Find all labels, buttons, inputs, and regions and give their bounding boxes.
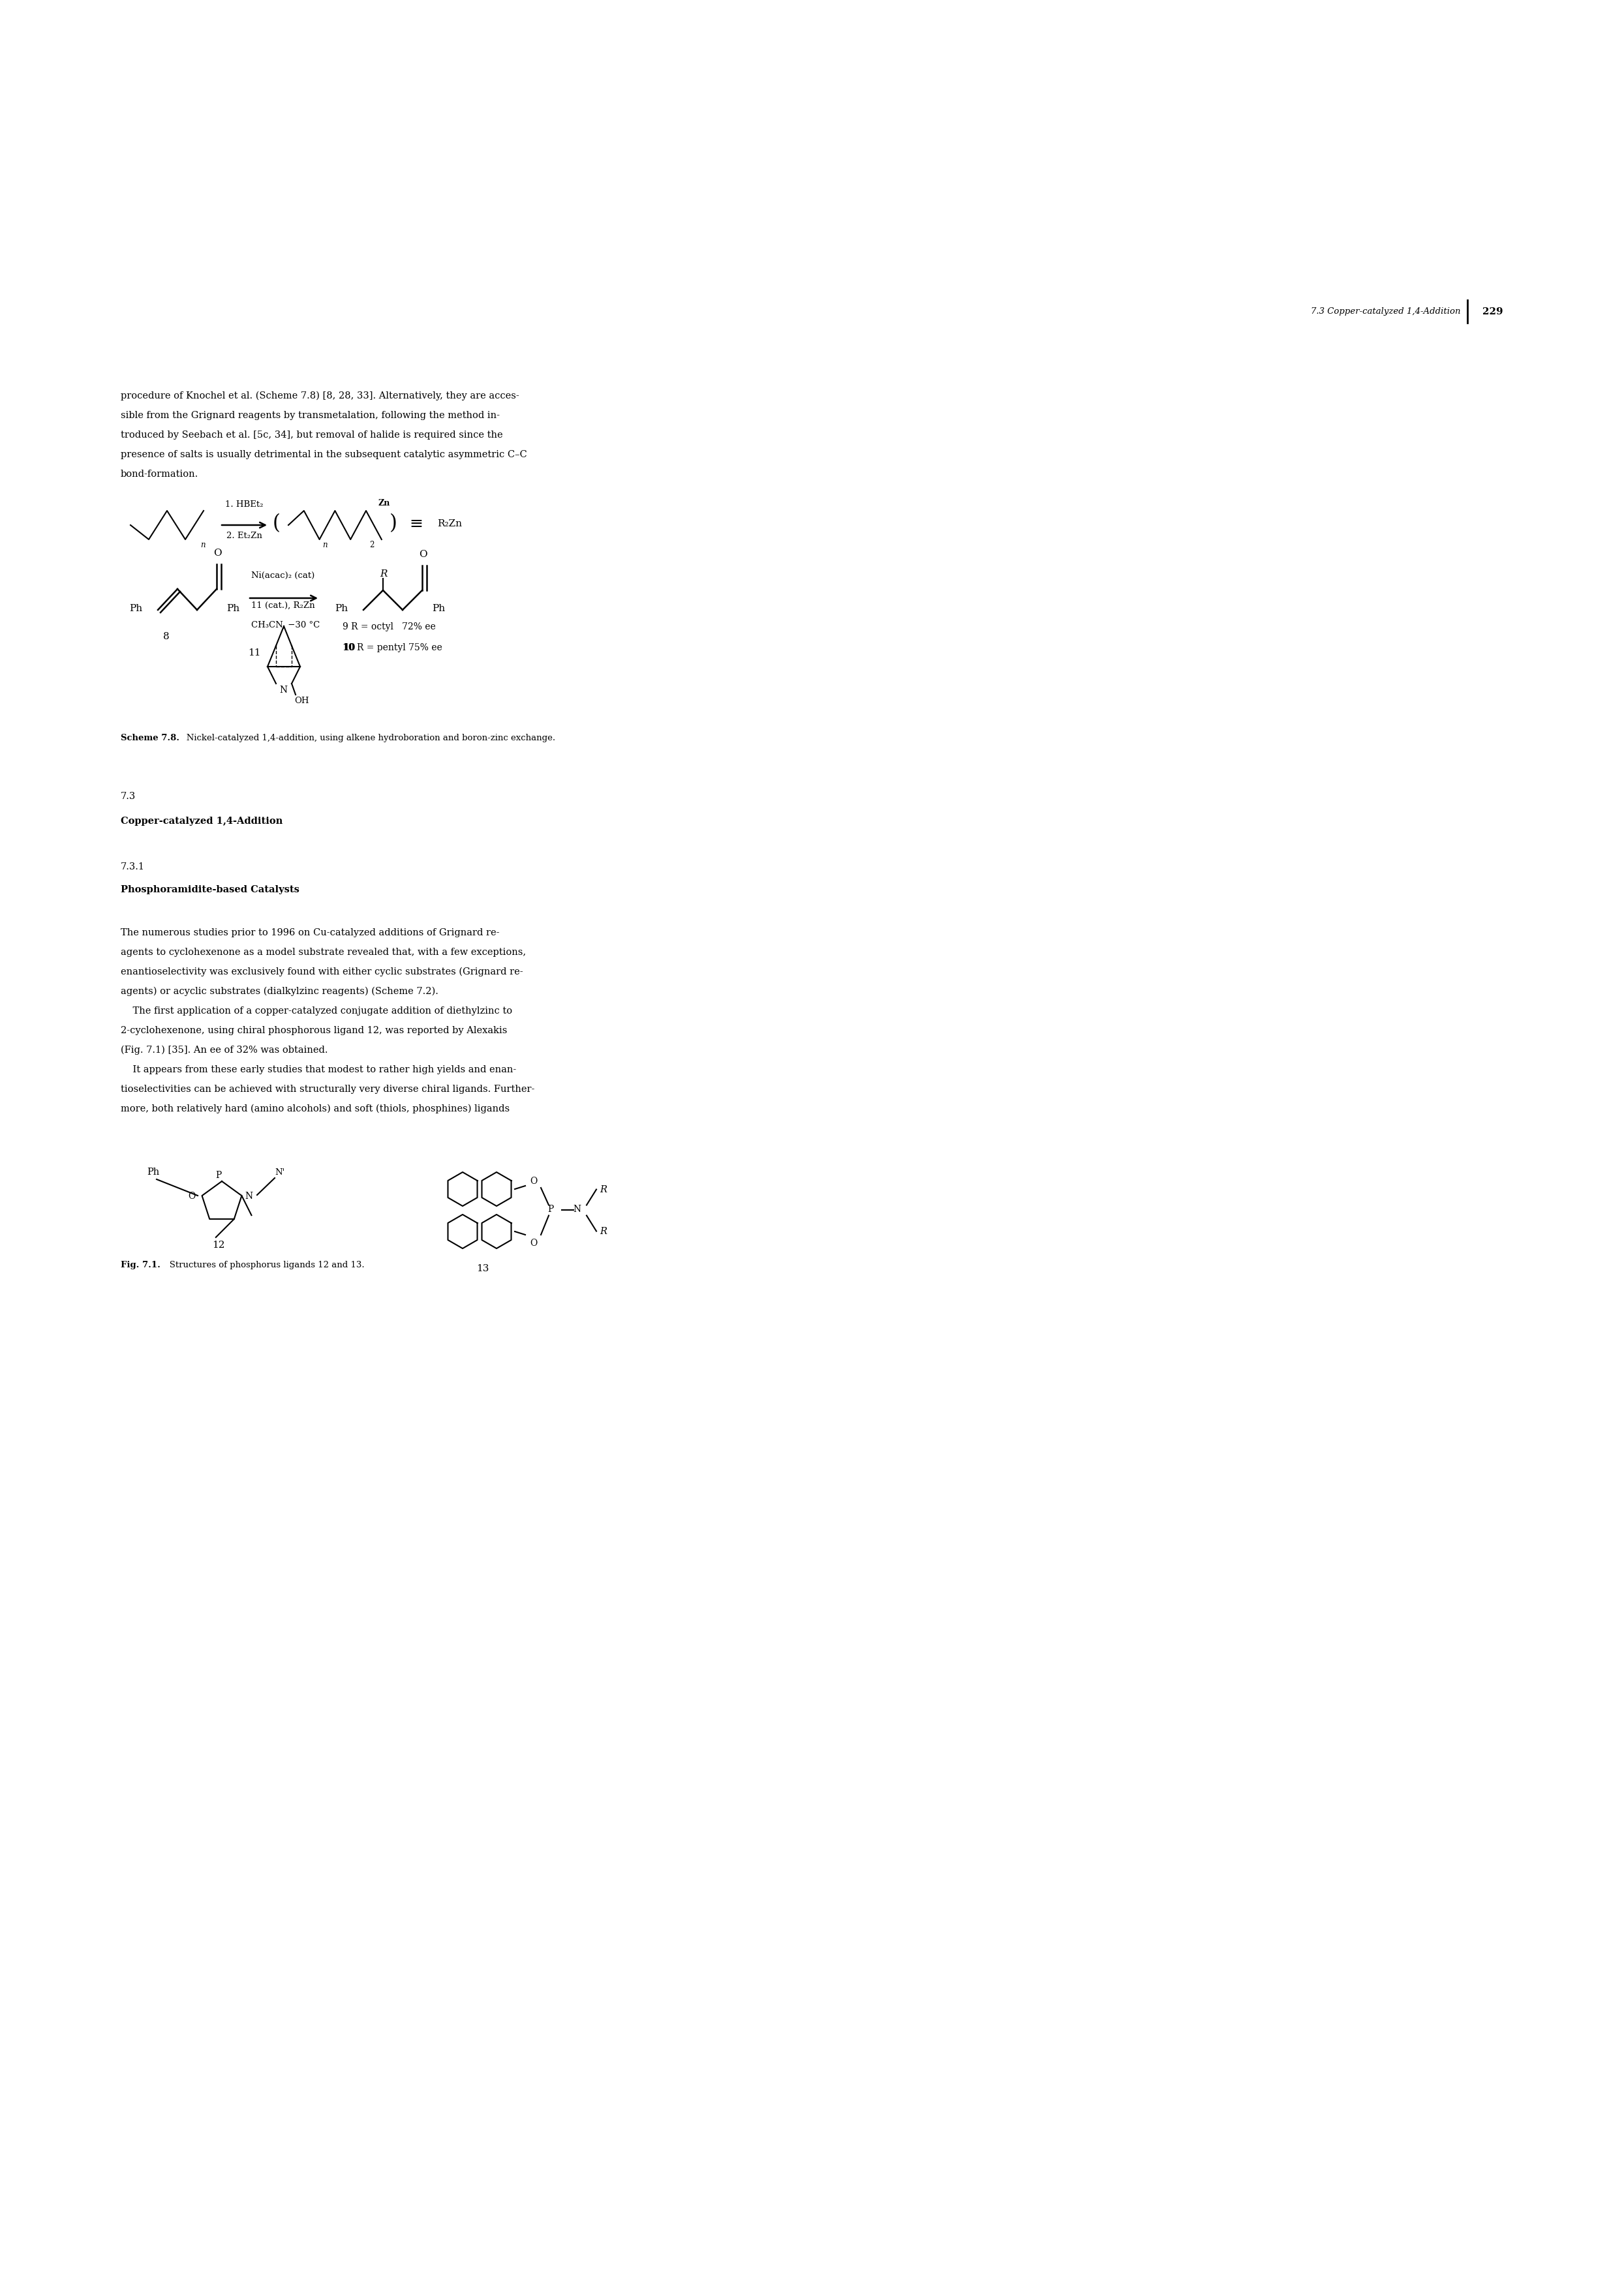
Text: Ph: Ph xyxy=(226,604,239,613)
Text: 7.3: 7.3 xyxy=(120,792,136,801)
Text: O: O xyxy=(419,549,427,558)
Text: 10 R = pentyl 75% ee: 10 R = pentyl 75% ee xyxy=(343,643,442,652)
Text: It appears from these early studies that modest to rather high yields and enan-: It appears from these early studies that… xyxy=(120,1065,516,1075)
Text: Ni(acac)₂ (cat): Ni(acac)₂ (cat) xyxy=(252,572,315,581)
Text: P: P xyxy=(547,1205,554,1215)
Text: procedure of Knochel et al. (Scheme 7.8) [8, 28, 33]. Alternatively, they are ac: procedure of Knochel et al. (Scheme 7.8)… xyxy=(120,390,520,402)
Text: 8: 8 xyxy=(164,631,169,641)
Text: 7.3.1: 7.3.1 xyxy=(120,863,145,872)
Text: Zn: Zn xyxy=(378,498,390,507)
Text: Ph: Ph xyxy=(130,604,143,613)
Text: 229: 229 xyxy=(1483,308,1504,317)
Text: (Fig. 7.1) [35]. An ee of 32% was obtained.: (Fig. 7.1) [35]. An ee of 32% was obtain… xyxy=(120,1045,328,1054)
Text: Ph: Ph xyxy=(335,604,348,613)
Text: Structures of phosphorus ligands 12 and 13.: Structures of phosphorus ligands 12 and … xyxy=(161,1261,364,1270)
Text: 7.3 Copper-catalyzed 1,4-Addition: 7.3 Copper-catalyzed 1,4-Addition xyxy=(1311,308,1462,317)
Text: R₂Zn: R₂Zn xyxy=(437,519,461,528)
Text: 2: 2 xyxy=(369,542,374,549)
Text: P: P xyxy=(216,1171,221,1180)
Text: R: R xyxy=(599,1226,607,1235)
Text: Fig. 7.1.: Fig. 7.1. xyxy=(120,1261,161,1270)
Text: N: N xyxy=(573,1205,581,1215)
Text: sible from the Grignard reagents by transmetalation, following the method in-: sible from the Grignard reagents by tran… xyxy=(120,411,500,420)
Text: CH₃CN, −30 °C: CH₃CN, −30 °C xyxy=(252,620,320,629)
Text: ): ) xyxy=(390,514,398,535)
Text: O: O xyxy=(213,549,221,558)
Text: 2. Et₂Zn: 2. Et₂Zn xyxy=(226,533,261,540)
Text: presence of salts is usually detrimental in the subsequent catalytic asymmetric : presence of salts is usually detrimental… xyxy=(120,450,528,459)
Text: tioselectivities can be achieved with structurally very diverse chiral ligands. : tioselectivities can be achieved with st… xyxy=(120,1084,534,1093)
Text: agents to cyclohexenone as a model substrate revealed that, with a few exception: agents to cyclohexenone as a model subst… xyxy=(120,948,526,957)
Text: more, both relatively hard (amino alcohols) and soft (thiols, phosphines) ligand: more, both relatively hard (amino alcoho… xyxy=(120,1104,510,1114)
Text: bond-formation.: bond-formation. xyxy=(120,471,198,480)
Text: OH: OH xyxy=(294,696,309,705)
Text: O: O xyxy=(529,1238,538,1247)
Text: Nickel-catalyzed 1,4-addition, using alkene hydroboration and boron-zinc exchang: Nickel-catalyzed 1,4-addition, using alk… xyxy=(179,735,555,742)
Text: The first application of a copper-catalyzed conjugate addition of diethylzinc to: The first application of a copper-cataly… xyxy=(120,1006,512,1015)
Text: R: R xyxy=(599,1185,607,1194)
Text: 1. HBEt₂: 1. HBEt₂ xyxy=(226,501,263,510)
Text: The numerous studies prior to 1996 on Cu-catalyzed additions of Grignard re-: The numerous studies prior to 1996 on Cu… xyxy=(120,928,500,937)
Text: agents) or acyclic substrates (dialkylzinc reagents) (Scheme 7.2).: agents) or acyclic substrates (dialkylzi… xyxy=(120,987,438,996)
Text: 13: 13 xyxy=(476,1265,489,1274)
Text: enantioselectivity was exclusively found with either cyclic substrates (Grignard: enantioselectivity was exclusively found… xyxy=(120,967,523,976)
Text: troduced by Seebach et al. [5c, 34], but removal of halide is required since the: troduced by Seebach et al. [5c, 34], but… xyxy=(120,429,503,439)
Text: ≡: ≡ xyxy=(409,517,424,530)
Text: Scheme 7.8.: Scheme 7.8. xyxy=(120,735,179,742)
Text: Ph: Ph xyxy=(432,604,445,613)
Text: 9 R = octyl   72% ee: 9 R = octyl 72% ee xyxy=(343,622,435,631)
Text: Copper-catalyzed 1,4-Addition: Copper-catalyzed 1,4-Addition xyxy=(120,817,283,827)
Text: n: n xyxy=(323,542,328,549)
Text: N': N' xyxy=(274,1169,284,1176)
Text: O: O xyxy=(529,1176,538,1185)
Text: 11 (cat.), R₂Zn: 11 (cat.), R₂Zn xyxy=(252,602,315,611)
Text: N: N xyxy=(245,1192,253,1201)
Text: N: N xyxy=(279,687,287,696)
Text: 10: 10 xyxy=(343,643,356,652)
Text: R: R xyxy=(380,569,387,579)
Text: (: ( xyxy=(273,514,281,535)
Text: O: O xyxy=(188,1192,195,1201)
Text: Ph: Ph xyxy=(146,1169,159,1176)
Text: 11: 11 xyxy=(248,647,261,657)
Text: n: n xyxy=(200,542,205,549)
Text: Phosphoramidite-based Catalysts: Phosphoramidite-based Catalysts xyxy=(120,886,299,893)
Text: 12: 12 xyxy=(213,1240,226,1249)
Text: 2-cyclohexenone, using chiral phosphorous ligand 12, was reported by Alexakis: 2-cyclohexenone, using chiral phosphorou… xyxy=(120,1026,507,1035)
